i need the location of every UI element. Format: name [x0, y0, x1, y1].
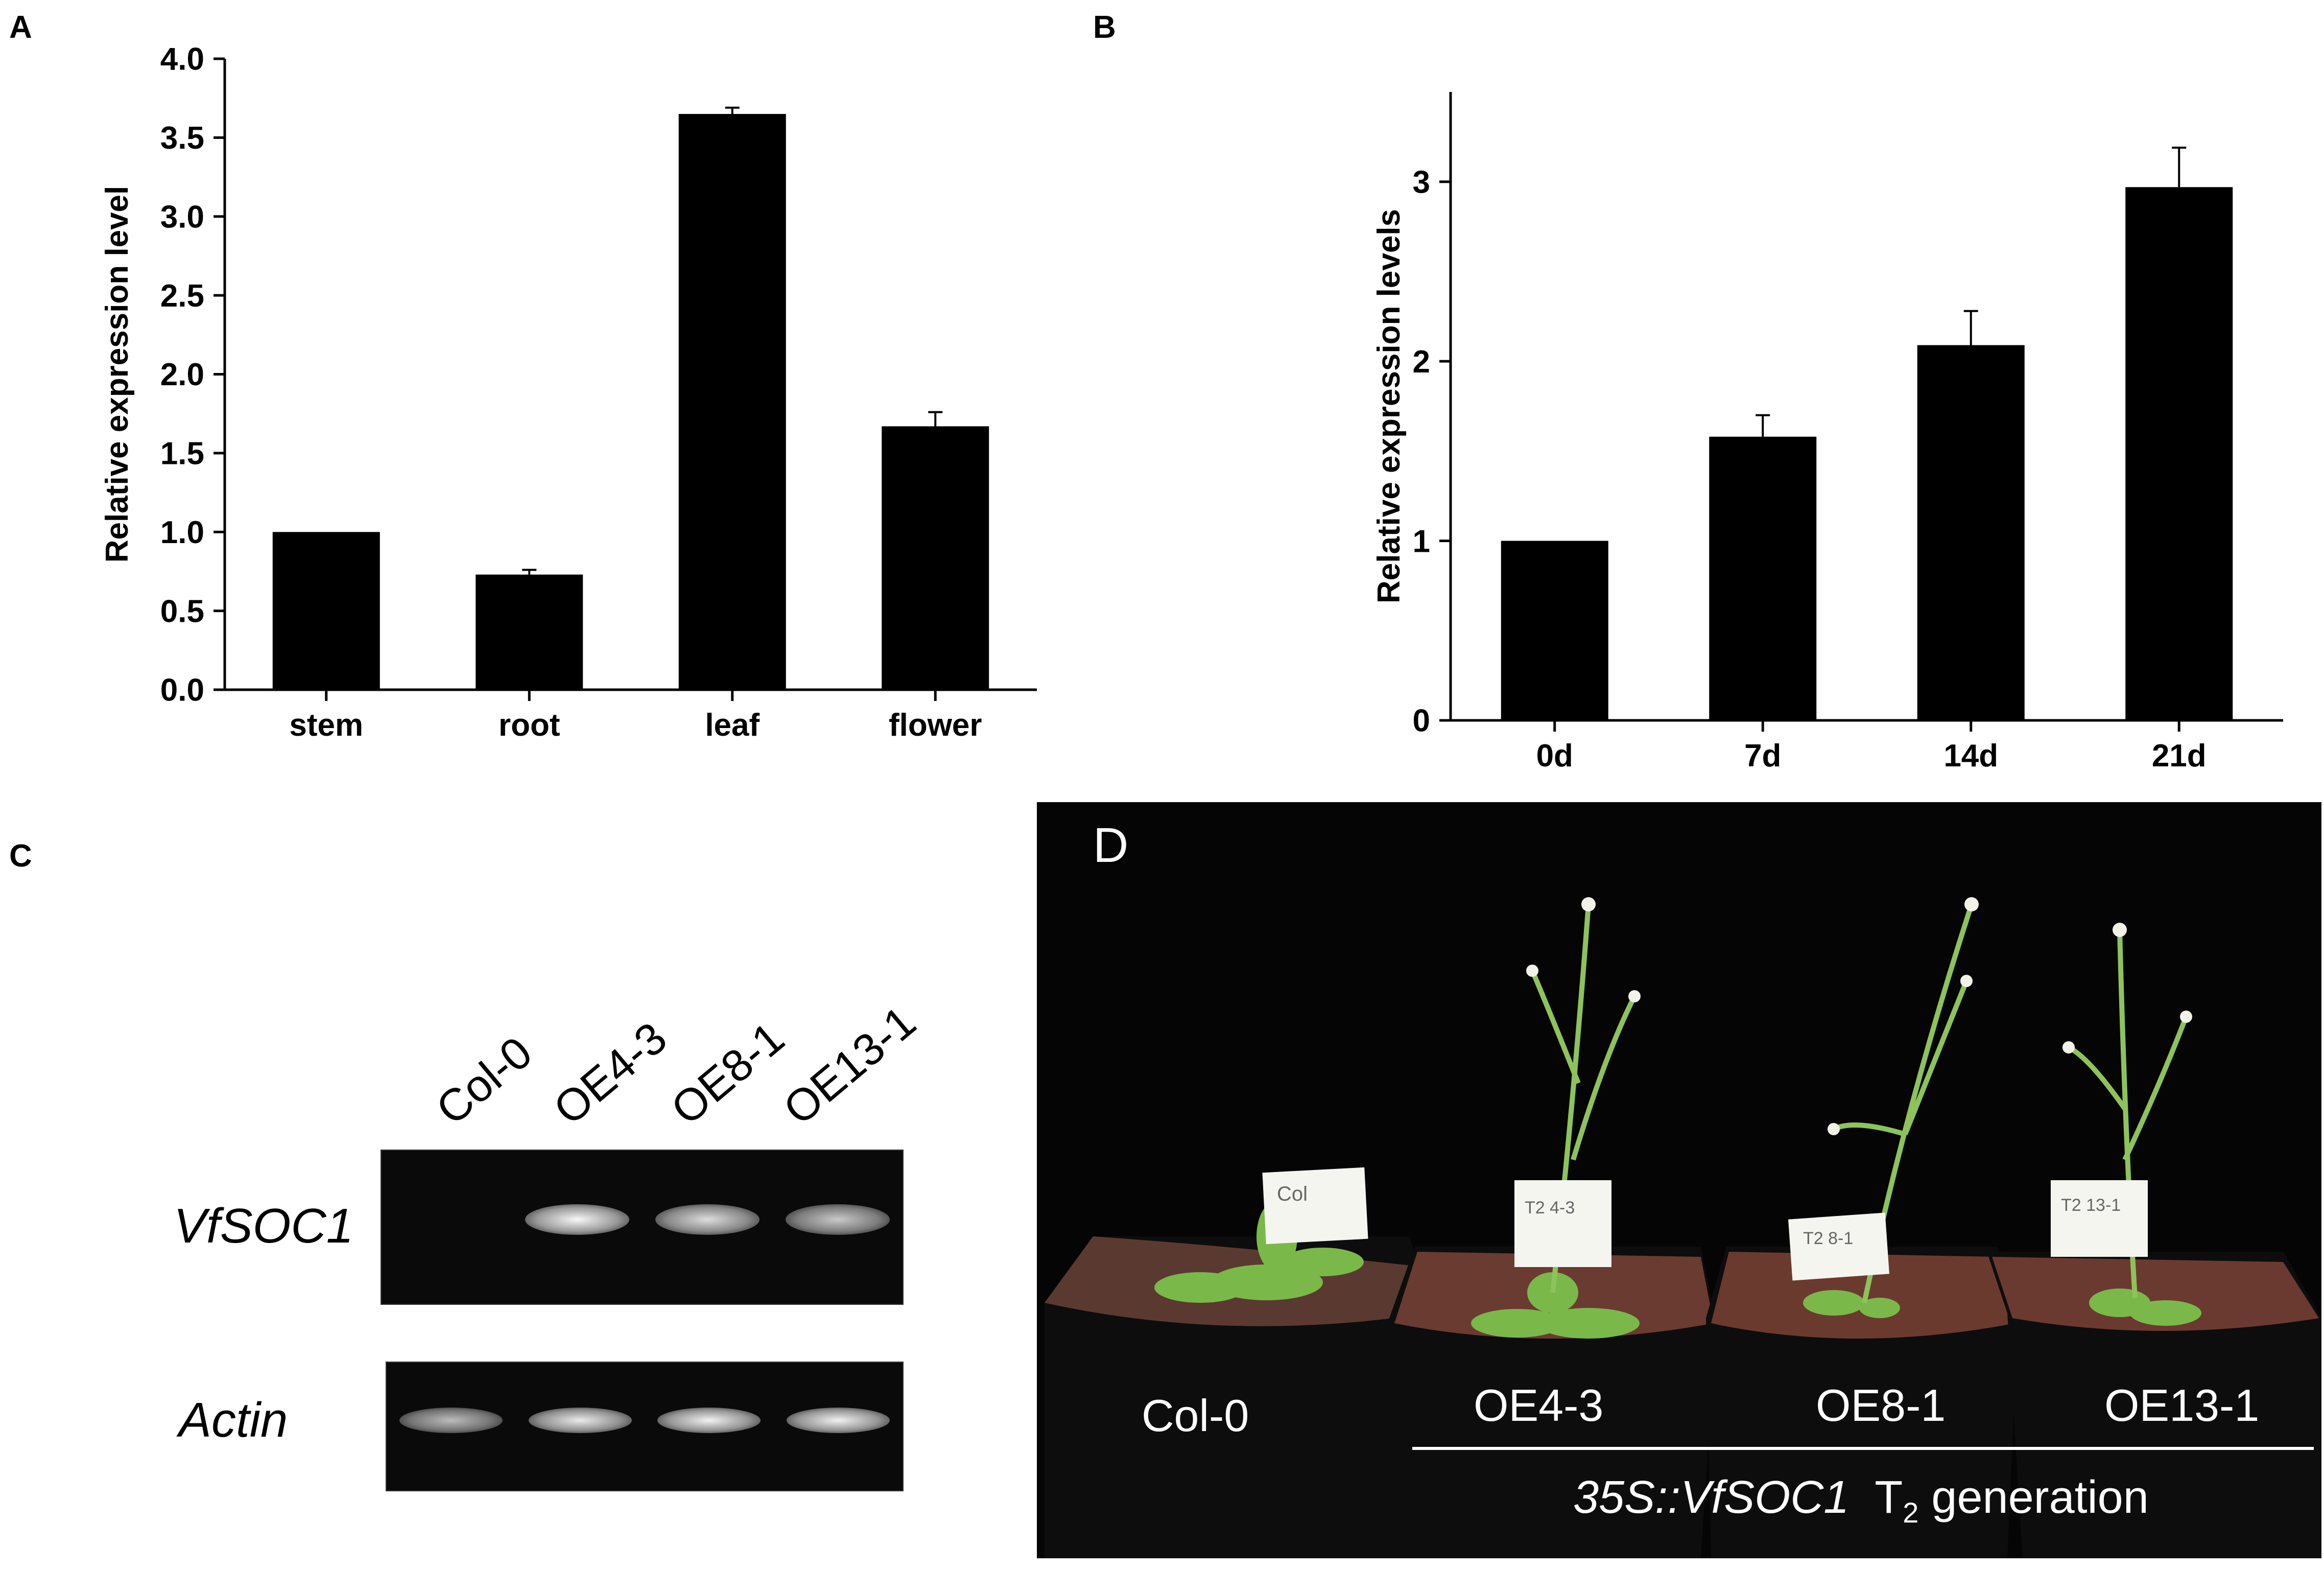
- bar: [678, 114, 786, 690]
- bar: [476, 574, 583, 690]
- y-tick-label: 1.0: [160, 515, 204, 550]
- y-tick-label: 3.0: [160, 199, 204, 235]
- bar: [1709, 436, 1817, 720]
- x-tick-label: 7d: [1744, 738, 1781, 774]
- pot-oe13-1: [1987, 1252, 2321, 1558]
- bar: [272, 532, 380, 690]
- pot-oe8-1: [1706, 1247, 2018, 1558]
- x-tick-label: flower: [889, 708, 982, 743]
- gel-band: [785, 1204, 890, 1235]
- gel-band: [657, 1407, 761, 1433]
- tag-label-col: Col: [1277, 1183, 1308, 1205]
- x-tick-label: 0d: [1536, 738, 1573, 774]
- y-tick-label: 0.0: [160, 673, 204, 708]
- panel-letter-a: A: [9, 10, 32, 45]
- gel-band: [786, 1407, 890, 1433]
- gel-row-label-vfsoc1: VfSOC1: [174, 1199, 354, 1253]
- photo-caption: 35S::VfSOC1 T2 generation: [1573, 1471, 2149, 1529]
- bar: [1501, 541, 1608, 720]
- y-tick-label: 1.5: [160, 436, 204, 472]
- lane-label-oe4-3: OE4-3: [544, 1012, 676, 1135]
- y-tick-label: 2.0: [160, 357, 204, 392]
- rosette-oe13-1: [2089, 1289, 2201, 1326]
- pot-label-oe8-1: OE8-1: [1816, 1380, 1946, 1431]
- bar: [1917, 345, 2025, 720]
- x-tick-label: stem: [289, 708, 363, 743]
- flowers: [1526, 897, 2192, 1135]
- rosette-oe8-1: [1803, 1290, 1900, 1318]
- gel-image-vfsoc1: [381, 1150, 904, 1305]
- y-tick-label: 2.5: [160, 278, 204, 314]
- y-tick-label: 1: [1413, 524, 1430, 559]
- pot-tags: [1262, 1167, 2148, 1281]
- x-tick-label: root: [499, 708, 560, 743]
- tag-label-oe8-1: T2 8-1: [1803, 1229, 1854, 1248]
- lane-label-col0: Col-0: [426, 1026, 541, 1135]
- bar: [2125, 187, 2233, 721]
- x-tick-label: 21d: [2152, 738, 2207, 774]
- gel-band: [525, 1204, 629, 1235]
- y-tick-label: 0: [1413, 704, 1430, 739]
- lane-label-oe13-1: OE13-1: [774, 996, 926, 1135]
- gel-band: [655, 1204, 760, 1235]
- y-tick-label: 4.0: [160, 42, 204, 77]
- plant-scene: [1045, 897, 2321, 1558]
- caption-generation: generation: [1918, 1472, 2149, 1523]
- panel-letter-d: D: [1093, 818, 1129, 873]
- y-tick-label: 2: [1413, 344, 1430, 380]
- lane-label-oe8-1: OE8-1: [661, 1012, 794, 1135]
- y-axis-title: Relative expression levels: [1371, 209, 1407, 603]
- x-tick-label: leaf: [705, 708, 760, 743]
- y-axis-title: Relative expression level: [100, 186, 135, 563]
- gel-image-actin: [386, 1362, 904, 1491]
- panel-letter-b: B: [1093, 10, 1116, 45]
- caption-spacer: [1849, 1472, 1875, 1523]
- pot-label-oe13-1: OE13-1: [2104, 1380, 2260, 1431]
- pot-label-col0: Col-0: [1142, 1390, 1249, 1441]
- y-tick-label: 3: [1413, 165, 1430, 200]
- tag-label-oe13-1: T2 13-1: [2061, 1196, 2121, 1215]
- y-tick-label: 0.5: [160, 594, 204, 629]
- y-tick-label: 3.5: [160, 121, 204, 156]
- x-tick-label: 14d: [1943, 738, 1998, 774]
- pot-label-oe4-3: OE4-3: [1474, 1380, 1604, 1431]
- panel-letter-c: C: [9, 838, 32, 874]
- gel-band: [528, 1407, 632, 1433]
- chart-a-tissue-expression: 0.0 0.5 1.0 1.5 2.0 2.5 3.0 3.5 4.0 Relative expr…: [100, 42, 1037, 743]
- caption-construct: 35S::VfSOC1: [1573, 1472, 1849, 1523]
- gel-band: [399, 1407, 503, 1433]
- gel-row-label-actin: Actin: [179, 1393, 288, 1447]
- tag-label-oe4-3: T2 4-3: [1525, 1198, 1575, 1217]
- caption-t: T: [1875, 1472, 1903, 1523]
- caption-subscript: 2: [1903, 1496, 1919, 1529]
- bar: [882, 426, 989, 690]
- plant-photo: D: [1037, 802, 2321, 1558]
